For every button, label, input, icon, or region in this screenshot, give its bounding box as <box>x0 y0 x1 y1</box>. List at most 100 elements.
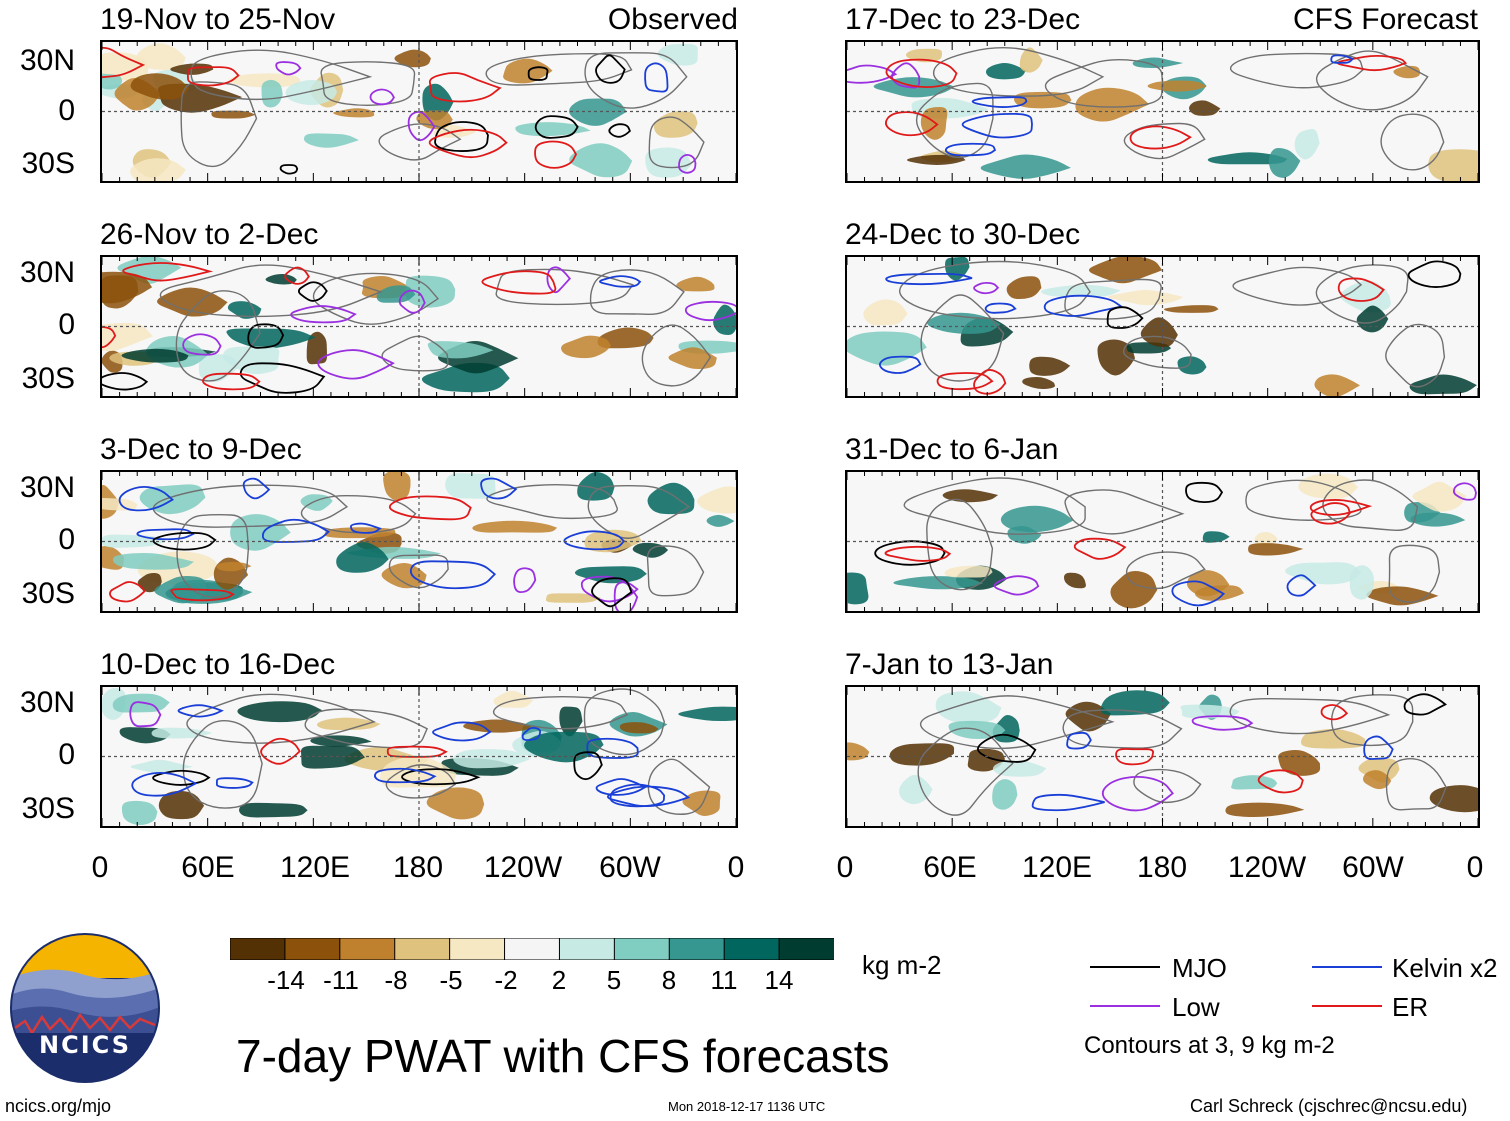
anomaly-shading <box>1180 704 1240 719</box>
lon-label: 0 <box>836 851 854 884</box>
wave-contour <box>284 266 310 285</box>
coastline <box>378 123 462 161</box>
coastline <box>388 554 449 589</box>
wave-contour <box>432 721 492 742</box>
anomaly-shading <box>1041 284 1121 297</box>
coastline <box>1229 52 1364 89</box>
footer-timestamp: Mon 2018-12-17 1136 UTC <box>668 1099 826 1114</box>
footer-url: ncics.org/mjo <box>5 1096 112 1116</box>
wave-contour <box>409 560 497 590</box>
anomaly-shading <box>546 593 601 603</box>
colorbar-label: -14 <box>267 965 305 995</box>
colorbar-label: -5 <box>439 965 463 995</box>
anomaly-shading <box>1225 802 1305 817</box>
wave-contour <box>1257 769 1304 794</box>
coastline <box>926 498 994 591</box>
coastline <box>1062 709 1183 749</box>
anomaly-shading <box>1110 570 1158 609</box>
lon-label: 120W <box>483 851 563 884</box>
logo-graphic <box>10 933 160 1083</box>
colorbar-label: 8 <box>661 965 677 995</box>
logo-text: NCICS <box>39 1031 131 1059</box>
wave-contour <box>1452 482 1477 501</box>
lon-label: 120E <box>1021 851 1093 884</box>
coastline <box>646 545 705 597</box>
coastline <box>182 719 263 809</box>
lon-label: 180 <box>392 851 444 884</box>
anomaly-shading <box>229 73 301 88</box>
anomaly-shading <box>239 802 308 818</box>
wave-contour <box>401 768 481 786</box>
coastline <box>920 294 1005 382</box>
anomaly-shading <box>1268 147 1301 178</box>
anomaly-shading <box>1100 690 1170 716</box>
anomaly-shading <box>383 472 411 501</box>
wave-contour <box>177 704 224 718</box>
anomaly-shading <box>847 572 869 605</box>
legend-line-low <box>1090 1005 1160 1007</box>
panel-title: 24-Dec to 30-Dec <box>845 218 1081 251</box>
anomaly-shading <box>889 743 955 766</box>
wave-contour <box>349 522 382 534</box>
anomaly-shading <box>992 760 1047 777</box>
anomaly-shading <box>561 335 611 359</box>
lon-label: 0 <box>1466 851 1484 884</box>
coastline <box>587 485 691 539</box>
wave-contour <box>407 110 436 142</box>
wave-contour <box>993 575 1040 596</box>
wave-contour <box>152 531 217 551</box>
anomaly-shading <box>130 73 190 100</box>
colorbar-label: -11 <box>323 965 359 995</box>
wave-contour <box>984 302 1017 314</box>
wave-contour <box>369 88 395 106</box>
wave-contour <box>260 737 301 765</box>
coastline <box>1123 335 1192 369</box>
anomaly-shading <box>285 80 338 105</box>
panel-tag: Observed <box>607 3 738 36</box>
anomaly-shading <box>524 731 604 763</box>
panel-title: 10-Dec to 16-Dec <box>100 648 336 681</box>
lon-label: 60W <box>599 851 661 884</box>
wave-contour <box>480 477 518 500</box>
wave-contour <box>1106 306 1144 329</box>
anomaly-shading <box>136 43 186 71</box>
anomaly-shading <box>426 787 485 820</box>
coastline <box>1388 544 1441 604</box>
anomaly-shading <box>985 63 1026 80</box>
anomaly-shading <box>1207 152 1288 165</box>
wave-contour <box>1403 693 1447 716</box>
coastline <box>186 693 376 744</box>
wave-contour <box>481 270 557 295</box>
wave-contour <box>186 66 240 87</box>
legend-label-mjo: MJO <box>1172 953 1227 983</box>
wave-contour <box>1320 704 1349 721</box>
anomaly-shading <box>1006 276 1042 300</box>
wave-contour <box>1129 125 1192 150</box>
wave-contour <box>131 771 198 797</box>
wave-contour <box>573 751 603 781</box>
wave-contour <box>878 355 922 374</box>
wave-contour <box>973 369 1007 395</box>
map-panel <box>845 470 1480 613</box>
legend-line-kelvin <box>1312 966 1382 968</box>
lat-label-30n: 30N <box>19 471 75 504</box>
legend-line-mjo <box>1090 966 1160 968</box>
colorbar-swatch <box>339 937 396 961</box>
lat-label-eq: 0 <box>58 308 75 341</box>
anomaly-shading <box>1075 87 1150 122</box>
wave-contour <box>534 140 578 169</box>
colorbar-swatch <box>613 937 671 961</box>
coastline <box>486 483 618 520</box>
colorbar-swatch <box>449 937 506 961</box>
anomaly-shading <box>237 701 322 723</box>
anomaly-shading <box>472 520 558 533</box>
anomaly-shading <box>216 561 252 572</box>
anomaly-shading <box>306 331 327 365</box>
wave-contour <box>102 372 149 391</box>
colorbar-swatch <box>284 937 341 961</box>
anomaly-shading <box>102 271 153 304</box>
anomaly-shading <box>574 566 647 584</box>
anomaly-shading <box>1177 356 1207 375</box>
anomaly-shading <box>102 52 149 81</box>
coastline <box>320 61 416 106</box>
